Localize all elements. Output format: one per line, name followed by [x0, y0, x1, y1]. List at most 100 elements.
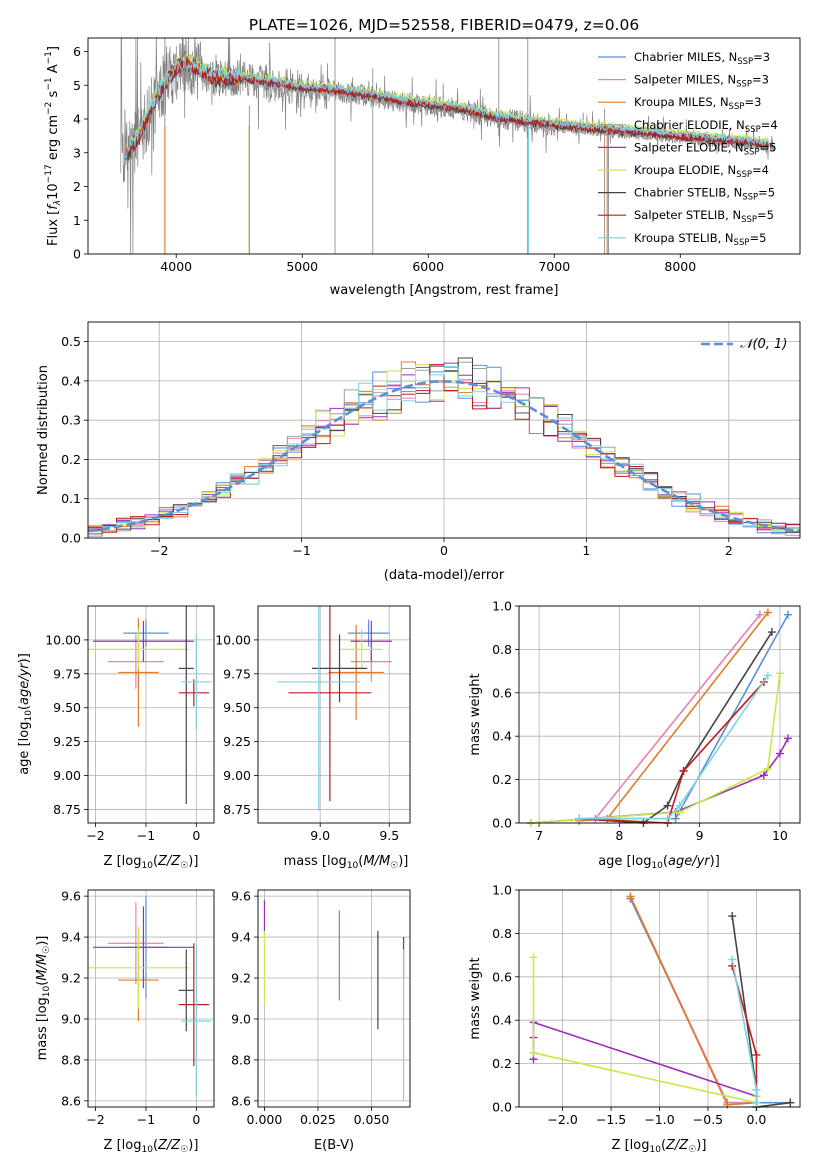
x-tick-label: 2 [725, 543, 733, 558]
mass-weight-marker [775, 749, 784, 758]
mass-weight-marker [679, 766, 688, 775]
legend-gaussian-label: 𝒩(0, 1) [740, 337, 787, 352]
mass-weight-marker [752, 1085, 761, 1094]
mass-weight-marker [728, 955, 737, 964]
x-axis-label: (data-model)/error [384, 568, 505, 583]
y-tick-label: 9.50 [223, 700, 251, 715]
y-tick-label: 0.4 [492, 729, 512, 744]
y-tick-label: 9.0 [61, 1011, 81, 1026]
x-tick-label: −2 [150, 543, 168, 558]
x-tick-label: 5000 [286, 259, 318, 274]
mass-weight-marker [763, 671, 772, 680]
x-axis-label: Z [log10(Z/Z☉)] [104, 1138, 199, 1155]
y-tick-label: 1.0 [492, 883, 512, 898]
y-tick-label: 9.4 [231, 930, 251, 945]
residual-histogram [88, 364, 800, 533]
y-tick-label: 0.4 [61, 373, 81, 388]
y-tick-label: 9.25 [223, 734, 251, 749]
mass-weight-marker [723, 1100, 732, 1109]
mass-weight-marker [575, 814, 584, 823]
y-tick-label: 9.50 [53, 700, 81, 715]
mass-weight-line [579, 681, 765, 823]
y-tick-label: 9.75 [223, 666, 251, 681]
legend-label: Kroupa ELODIE, NSSP=4 [634, 163, 769, 180]
y-tick-label: 10.00 [215, 632, 251, 647]
y-tick-label: 3 [73, 145, 81, 160]
model-spectrum-line [125, 63, 769, 163]
x-tick-label: 1 [582, 543, 590, 558]
x-tick-label: −2.0 [547, 1112, 577, 1127]
mass-weight-marker [763, 608, 772, 617]
y-tick-label: 0.2 [492, 1056, 512, 1071]
x-tick-label: 8000 [664, 259, 696, 274]
y-tick-label: 1 [73, 213, 81, 228]
x-tick-label: 4000 [160, 259, 192, 274]
x-tick-label: −1 [292, 543, 310, 558]
y-tick-label: 0 [73, 247, 81, 262]
y-axis-label: Flux [fλ10−17 erg cm−2 s−1 A−1] [44, 46, 63, 246]
y-tick-label: 0.8 [492, 926, 512, 941]
x-tick-label: 9.5 [379, 828, 399, 843]
residual-histogram [88, 366, 800, 532]
legend-label: Chabrier STELIB, NSSP=5 [634, 186, 775, 203]
x-tick-label: 0.025 [300, 1112, 336, 1127]
x-tick-label: −1 [137, 1112, 155, 1127]
y-tick-label: 6 [73, 44, 81, 59]
y-tick-label: 9.6 [231, 889, 251, 904]
x-tick-label: 0.000 [247, 1112, 283, 1127]
y-tick-label: 8.6 [231, 1093, 251, 1108]
y-tick-label: 9.00 [53, 768, 81, 783]
y-tick-label: 8.75 [53, 802, 81, 817]
mass-weight-marker [775, 669, 784, 678]
x-axis-label: age [log10(age/yr)] [598, 854, 720, 871]
y-axis-label: mass weight [468, 957, 483, 1039]
x-tick-label: 0 [440, 543, 448, 558]
x-axis-label: wavelength [Angstrom, rest frame] [330, 283, 559, 298]
figure-title: PLATE=1026, MJD=52558, FIBERID=0479, z=0… [249, 16, 639, 34]
mass-weight-marker [783, 734, 792, 743]
y-tick-label: 0.0 [61, 531, 81, 546]
mass-weight-marker [752, 1050, 761, 1059]
mass-weight-line [530, 673, 781, 823]
x-axis-label: mass [log10(M/M☉)] [284, 854, 409, 871]
y-tick-label: 9.2 [61, 971, 81, 986]
axes-frame [518, 605, 801, 824]
y-tick-label: 0.6 [492, 969, 512, 984]
y-axis-label: age [log10(age/yr)] [17, 653, 34, 775]
mass-weight-marker [529, 953, 538, 962]
x-tick-label: −2 [86, 1112, 104, 1127]
x-tick-label: 9.0 [310, 828, 330, 843]
x-tick-label: 9 [696, 828, 704, 843]
mass-weight-marker [759, 771, 768, 780]
x-tick-label: 7 [535, 828, 543, 843]
x-tick-label: −2 [86, 828, 104, 843]
y-tick-label: 0.6 [492, 685, 512, 700]
x-tick-label: 0.0 [746, 1112, 766, 1127]
y-tick-label: 0.3 [61, 413, 81, 428]
x-tick-label: 10 [772, 828, 788, 843]
legend-label: Kroupa STELIB, NSSP=5 [634, 231, 766, 248]
x-tick-label: 0 [192, 1112, 200, 1127]
legend-label: Chabrier MILES, NSSP=3 [634, 50, 770, 67]
x-axis-label: E(B-V) [314, 1138, 354, 1153]
legend-label: Salpeter MILES, NSSP=3 [634, 73, 769, 90]
y-tick-label: 5 [73, 78, 81, 93]
y-tick-label: 8.8 [61, 1052, 81, 1067]
y-tick-label: 0.5 [61, 334, 81, 349]
x-tick-label: −1 [137, 828, 155, 843]
mass-weight-line [579, 674, 769, 820]
mass-weight-marker [786, 1098, 795, 1107]
y-tick-label: 8.6 [61, 1093, 81, 1108]
y-tick-label: 0.1 [61, 491, 81, 506]
mass-weight-marker [663, 801, 672, 810]
axes-frame [257, 889, 411, 1108]
mass-weight-marker [783, 610, 792, 619]
x-axis-label: Z [log10(Z/Z☉)] [104, 854, 199, 871]
axes-frame [87, 889, 215, 1108]
axes-frame [87, 605, 215, 824]
x-tick-label: 6000 [412, 259, 444, 274]
x-tick-label: 0 [192, 828, 200, 843]
y-tick-label: 0.4 [492, 1013, 512, 1028]
y-tick-label: 9.25 [53, 734, 81, 749]
